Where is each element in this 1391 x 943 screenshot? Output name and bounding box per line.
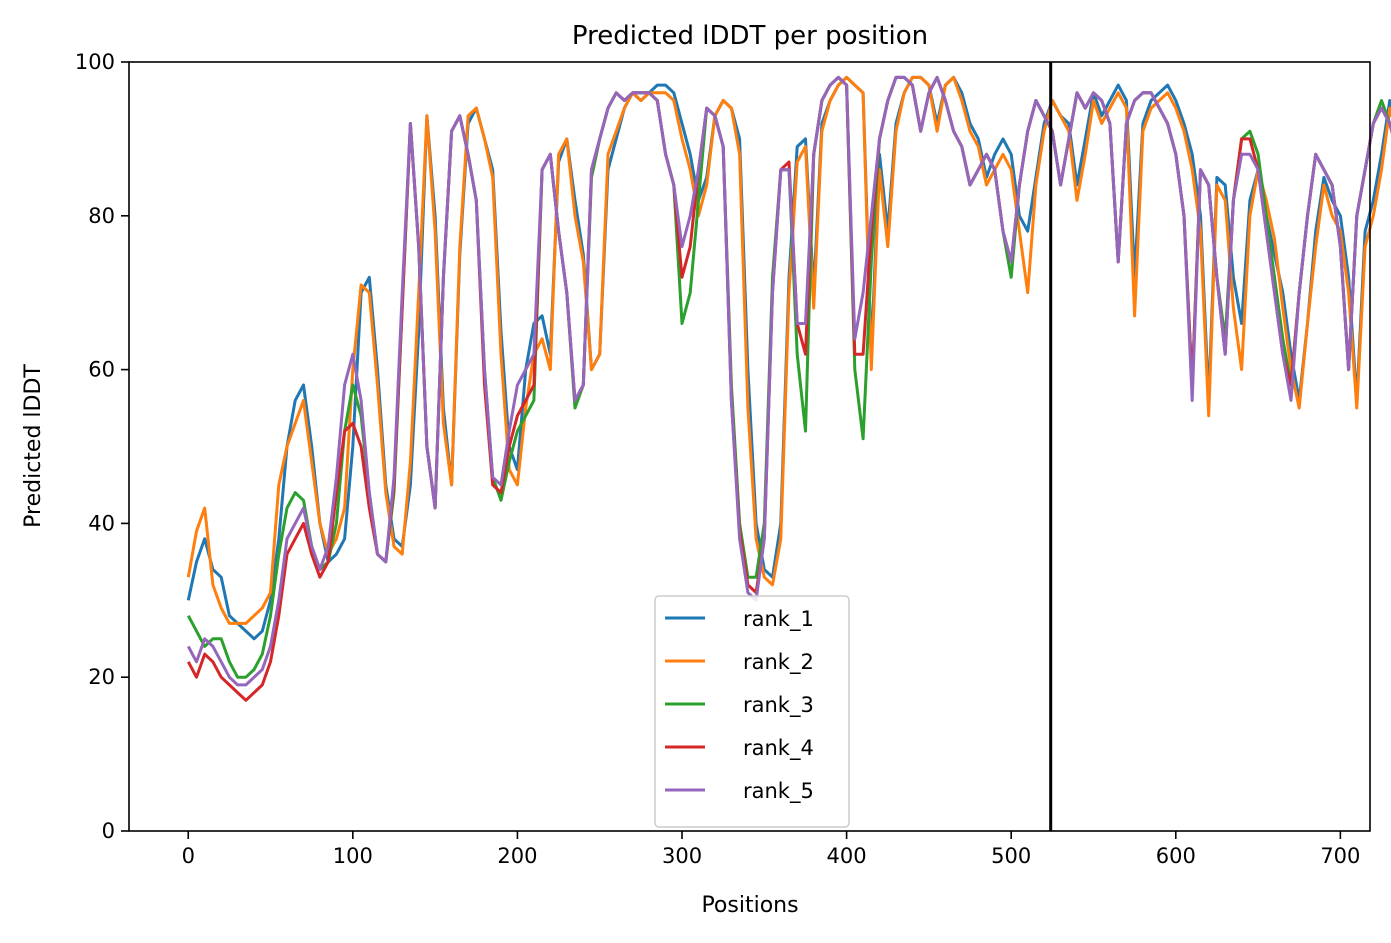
- y-tick-label: 0: [102, 819, 115, 843]
- chart-title: Predicted lDDT per position: [572, 21, 928, 51]
- y-axis-label: Predicted lDDT: [21, 364, 46, 528]
- legend-label-rank_1: rank_1: [743, 607, 814, 632]
- series-line-rank_5: [186, 75, 1391, 687]
- x-tick-label: 600: [1156, 844, 1196, 868]
- x-tick-label: 400: [827, 844, 867, 868]
- legend-box: [654, 595, 850, 828]
- x-tick-label: 200: [497, 844, 537, 868]
- x-axis-label: Positions: [701, 893, 798, 918]
- legend-label-rank_4: rank_4: [743, 736, 814, 761]
- legend-label-rank_3: rank_3: [743, 693, 814, 718]
- y-tick-label: 100: [75, 50, 115, 74]
- x-tick-label: 700: [1320, 844, 1360, 868]
- x-tick-label: 0: [182, 844, 195, 868]
- legend-label-rank_5: rank_5: [743, 779, 814, 804]
- series-line-rank_2: [186, 75, 1391, 625]
- series-layer: [186, 75, 1391, 702]
- x-tick-label: 100: [333, 844, 373, 868]
- legend-label-rank_2: rank_2: [743, 650, 814, 675]
- y-tick-label: 20: [88, 665, 115, 689]
- y-axis-ticks: 0 20 40 60 80 100: [75, 50, 129, 843]
- x-tick-label: 300: [662, 844, 702, 868]
- x-axis-ticks: 0 100 200 300 400 500 600 700: [182, 831, 1360, 868]
- legend: rank_1 rank_2 rank_3 rank_4 rank_5: [654, 595, 850, 828]
- y-tick-label: 80: [88, 204, 115, 228]
- x-tick-label: 500: [991, 844, 1031, 868]
- plot-frame: [128, 61, 1371, 832]
- y-tick-label: 40: [88, 511, 115, 535]
- y-tick-label: 60: [88, 358, 115, 382]
